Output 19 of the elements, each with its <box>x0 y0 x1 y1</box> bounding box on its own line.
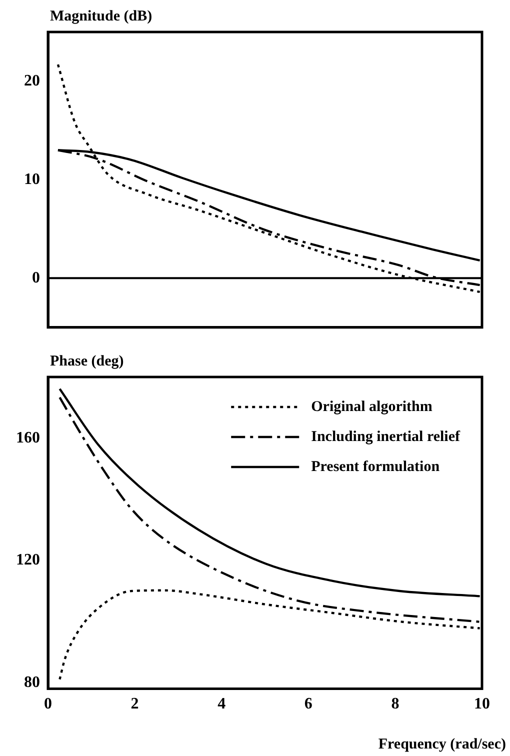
y-tick-label: 0 <box>32 269 40 286</box>
x-tick-label: 0 <box>44 696 52 713</box>
x-tick-label: 4 <box>218 696 226 713</box>
y-tick-label: 10 <box>24 170 40 188</box>
x-axis-title: Frequency (rad/sec) <box>378 736 506 752</box>
x-tick-label: 10 <box>474 696 490 713</box>
legend-label: Including inertial relief <box>311 428 462 445</box>
y-axis-title: Phase (deg) <box>50 353 124 370</box>
y-tick-label: 120 <box>16 552 40 569</box>
legend-label: Present formulation <box>311 458 440 475</box>
y-tick-label: 160 <box>16 429 40 446</box>
x-tick-label: 8 <box>391 696 400 713</box>
y-tick-label: 20 <box>24 72 40 90</box>
y-axis-title: Magnitude (dB) <box>50 8 152 24</box>
x-tick-label: 2 <box>130 696 139 713</box>
line-series <box>58 589 481 680</box>
x-tick-label: 6 <box>304 696 312 713</box>
legend-label: Original algorithm <box>311 398 433 415</box>
y-tick-label: 80 <box>24 674 40 691</box>
